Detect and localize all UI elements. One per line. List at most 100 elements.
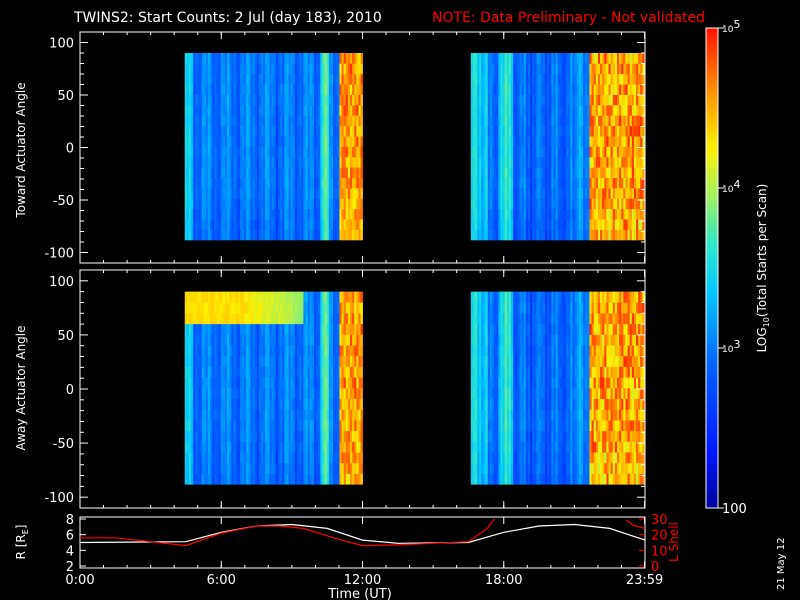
heatmap-cell — [284, 84, 287, 95]
heatmap-cell — [356, 219, 359, 230]
heatmap-cell — [305, 452, 309, 464]
heatmap-cell — [477, 104, 480, 116]
heatmap-cell — [297, 125, 300, 137]
heatmap-cell — [267, 187, 270, 199]
heatmap-cell — [538, 167, 542, 178]
heatmap-cell — [350, 177, 353, 189]
heatmap-cell — [360, 334, 363, 346]
heatmap-cell — [258, 198, 262, 210]
heatmap-cell — [297, 94, 300, 106]
heatmap-cell — [231, 94, 234, 106]
heatmap-cell — [341, 187, 345, 199]
heatmap-cell — [229, 115, 232, 127]
heatmap-cell — [311, 345, 315, 357]
heatmap-cell — [241, 219, 245, 230]
heatmap-cell — [487, 377, 491, 389]
heatmap-cell — [286, 334, 289, 346]
heatmap-cell — [523, 177, 527, 189]
heatmap-cell — [256, 104, 260, 116]
heatmap-cell — [186, 398, 190, 410]
heatmap-cell — [320, 334, 323, 346]
heatmap-cell — [343, 420, 347, 432]
heatmap-cell — [597, 198, 601, 210]
heatmap-cell — [271, 219, 275, 230]
heatmap-cell — [235, 452, 239, 464]
heatmap-cell — [341, 136, 345, 147]
heatmap-cell — [225, 323, 228, 335]
heatmap-cell — [191, 323, 194, 335]
heatmap-cell — [294, 430, 298, 442]
heatmap-cell — [597, 53, 601, 64]
heatmap-cell — [547, 94, 550, 106]
heatmap-cell — [333, 63, 336, 75]
heatmap-cell — [477, 366, 480, 378]
heatmap-cell — [225, 187, 228, 199]
heatmap-cell — [277, 125, 281, 137]
heatmap-cell — [227, 398, 230, 410]
heatmap-cell — [229, 323, 232, 335]
heatmap-cell — [341, 345, 345, 357]
heatmap-cell — [540, 63, 544, 75]
heatmap-cell — [508, 208, 512, 220]
heatmap-cell — [472, 441, 476, 453]
heatmap-cell — [360, 441, 363, 453]
heatmap-cell — [235, 208, 239, 220]
heatmap-cell — [521, 73, 525, 85]
heatmap-cell — [591, 219, 595, 230]
heatmap-cell — [212, 177, 215, 189]
heatmap-cell — [303, 146, 306, 158]
heatmap-cell — [583, 73, 586, 85]
heatmap-cell — [248, 323, 251, 335]
heatmap-cell — [282, 430, 285, 442]
heatmap-cell — [640, 187, 643, 199]
heatmap-cell — [214, 430, 217, 442]
heatmap-cell — [479, 452, 482, 464]
heatmap-cell — [231, 136, 234, 147]
heatmap-cell — [261, 366, 264, 378]
heatmap-cell — [491, 452, 495, 464]
heatmap-cell — [186, 452, 190, 464]
heatmap-cell — [339, 398, 342, 410]
heatmap-cell — [324, 334, 328, 346]
heatmap-cell — [239, 177, 243, 189]
heatmap-cell — [354, 366, 357, 378]
heatmap-cell — [574, 156, 578, 168]
heatmap-cell — [472, 430, 476, 442]
heatmap-cell — [241, 355, 245, 367]
heatmap-cell — [212, 430, 215, 442]
heatmap-cell — [472, 420, 476, 432]
heatmap-cell — [500, 146, 503, 158]
heatmap-cell — [354, 430, 357, 442]
heatmap-cell — [225, 462, 228, 474]
heatmap-cell — [494, 219, 497, 230]
heatmap-cell — [244, 53, 247, 64]
heatmap-cell — [214, 387, 217, 400]
heatmap-cell — [491, 345, 495, 357]
heatmap-cell — [231, 219, 234, 230]
heatmap-cell — [265, 94, 268, 106]
heatmap-cell — [477, 323, 480, 335]
heatmap-cell — [517, 156, 520, 168]
heatmap-cell — [606, 84, 609, 95]
heatmap-cell — [265, 473, 268, 485]
heatmap-cell — [322, 104, 325, 116]
heatmap-cell — [475, 398, 478, 410]
heatmap-cell — [576, 156, 580, 168]
heatmap-cell — [225, 94, 228, 106]
heatmap-cell — [229, 291, 232, 303]
heatmap-cell — [301, 430, 304, 442]
heatmap-cell — [271, 125, 275, 137]
heatmap-cell — [500, 198, 503, 210]
heatmap-cell — [316, 334, 319, 346]
heatmap-cell — [494, 409, 497, 421]
heatmap-cell — [292, 146, 296, 158]
heatmap-cell — [578, 115, 582, 127]
heatmap-cell — [244, 355, 247, 367]
heatmap-cell — [191, 387, 194, 400]
heatmap-cell — [294, 387, 298, 400]
heatmap-cell — [540, 167, 544, 178]
heatmap-cell — [280, 313, 283, 325]
heatmap-cell — [225, 430, 228, 442]
heatmap-cell — [485, 156, 489, 168]
heatmap-cell — [540, 73, 544, 85]
